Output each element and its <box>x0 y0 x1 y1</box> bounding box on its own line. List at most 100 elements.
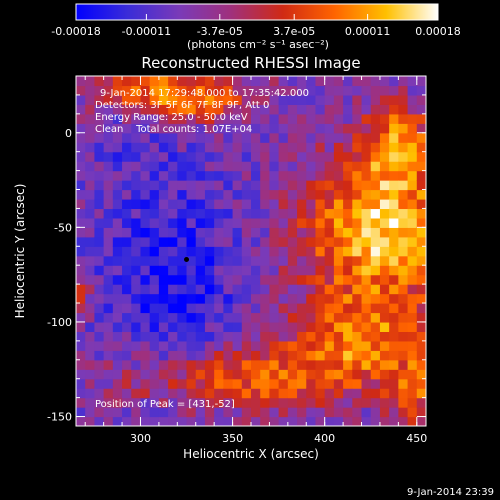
heatmap-cell <box>204 180 215 191</box>
heatmap-cell <box>85 208 96 219</box>
heatmap-cell <box>251 284 261 295</box>
heatmap-cell <box>251 94 261 105</box>
heatmap-cell <box>140 246 151 257</box>
heatmap-cell <box>214 113 224 124</box>
heatmap-cell <box>333 180 344 191</box>
heatmap-cell <box>297 198 307 210</box>
heatmap-cell <box>214 407 224 418</box>
heatmap-cell <box>416 236 426 247</box>
heatmap-cell <box>232 198 243 210</box>
heatmap-cell <box>416 208 426 219</box>
heatmap-cell <box>232 227 243 238</box>
heatmap-cell <box>361 236 372 247</box>
heatmap-cell <box>315 274 326 285</box>
heatmap-cell <box>94 303 105 314</box>
heatmap-cell <box>306 265 317 276</box>
heatmap-cell <box>214 293 224 304</box>
heatmap-cell <box>186 397 197 408</box>
heatmap-cell <box>131 208 142 219</box>
heatmap-cell <box>140 113 151 124</box>
heatmap-cell <box>85 397 96 408</box>
heatmap-cell <box>379 388 390 399</box>
heatmap-cell <box>168 85 178 96</box>
heatmap-cell <box>232 303 243 314</box>
heatmap-cell <box>241 217 252 228</box>
heatmap-cell <box>214 255 224 266</box>
heatmap-cell <box>186 378 197 389</box>
heatmap-cell <box>407 416 418 426</box>
heatmap-cell <box>260 142 271 153</box>
heatmap-cell <box>315 227 326 238</box>
heatmap-cell <box>352 416 363 426</box>
heatmap-cell <box>177 170 188 181</box>
heatmap-cell <box>76 189 86 200</box>
heatmap-cell <box>76 104 86 115</box>
heatmap-cell <box>315 151 326 162</box>
heatmap-cell <box>370 246 381 257</box>
heatmap-cell <box>232 369 243 380</box>
heatmap-cell <box>140 331 151 342</box>
heatmap-cell <box>352 340 363 351</box>
heatmap-cell <box>361 208 372 219</box>
heatmap-cell <box>343 227 353 238</box>
heatmap-cell <box>315 265 326 276</box>
heatmap-cell <box>306 85 317 96</box>
heatmap-cell <box>278 303 289 314</box>
heatmap-cell <box>287 340 298 351</box>
annotation-detectors: Detectors: 3F 5F 6F 7F 8F 9F, Att 0 <box>95 100 269 111</box>
heatmap-cell <box>416 76 426 87</box>
heatmap-cell <box>278 369 289 380</box>
heatmap-cell <box>232 208 243 219</box>
heatmap-cell <box>204 170 215 181</box>
heatmap-cell <box>343 113 353 124</box>
heatmap-cell <box>122 189 132 200</box>
heatmap-cell <box>112 312 123 323</box>
heatmap-cell <box>131 113 142 124</box>
heatmap-cell <box>112 123 123 134</box>
heatmap-cell <box>370 255 381 266</box>
heatmap-cell <box>287 303 298 314</box>
heatmap-cell <box>343 161 353 172</box>
heatmap-cell <box>85 331 96 342</box>
heatmap-cell <box>315 321 326 333</box>
heatmap-cell <box>352 388 363 399</box>
heatmap-cell <box>251 132 261 143</box>
heatmap-cell <box>186 236 197 247</box>
heatmap-cell <box>297 369 307 380</box>
heatmap-cell <box>352 189 363 200</box>
heatmap-cell <box>287 85 298 96</box>
heatmap-cell <box>232 293 243 304</box>
heatmap-cell <box>241 180 252 191</box>
heatmap-cell <box>260 407 271 418</box>
heatmap-cell <box>112 142 123 153</box>
heatmap-cell <box>416 293 426 304</box>
heatmap-cell <box>407 321 418 333</box>
heatmap-cell <box>158 388 169 399</box>
heatmap-cell <box>416 132 426 143</box>
heatmap-cell <box>379 359 390 370</box>
heatmap-cell <box>76 388 86 399</box>
heatmap-cell <box>223 284 234 295</box>
heatmap-cell <box>140 303 151 314</box>
heatmap-cell <box>204 246 215 257</box>
heatmap-cell <box>361 113 372 124</box>
heatmap-cell <box>333 161 344 172</box>
heatmap-cell <box>85 217 96 228</box>
heatmap-cell <box>186 217 197 228</box>
heatmap-cell <box>306 340 317 351</box>
heatmap-cell <box>149 208 160 219</box>
heatmap-cell <box>177 76 188 87</box>
heatmap-cell <box>186 416 197 426</box>
heatmap-cell <box>324 76 335 87</box>
heatmap-cell <box>149 369 160 380</box>
heatmap-cell <box>287 265 298 276</box>
heatmap-cell <box>278 340 289 351</box>
heatmap-cell <box>85 142 96 153</box>
heatmap-cell <box>379 208 390 219</box>
heatmap-cell <box>361 303 372 314</box>
heatmap-cell <box>112 227 123 238</box>
heatmap-cell <box>370 170 381 181</box>
heatmap-cell <box>177 246 188 257</box>
heatmap-cell <box>251 255 261 266</box>
